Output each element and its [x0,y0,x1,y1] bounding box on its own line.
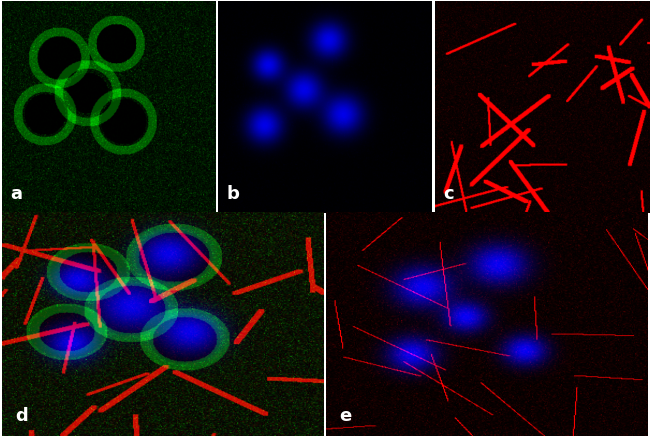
Text: c: c [443,185,454,203]
Text: a: a [10,185,23,203]
Text: d: d [15,406,27,424]
Text: b: b [227,185,240,203]
Text: e: e [339,406,352,424]
